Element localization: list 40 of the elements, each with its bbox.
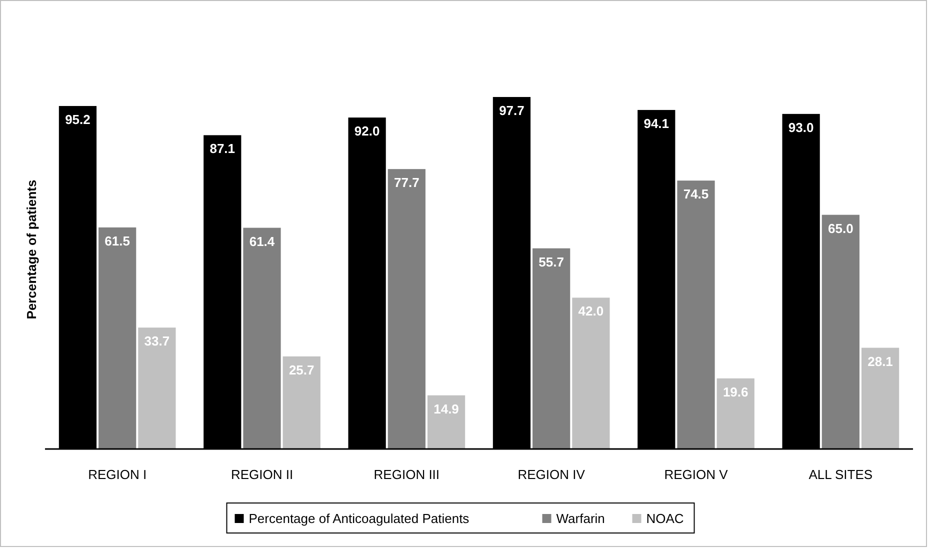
- x-tick-label: REGION II: [230, 467, 294, 482]
- data-label: 28.1: [868, 354, 893, 369]
- bar: [282, 356, 320, 449]
- bar: [98, 227, 136, 449]
- data-label: 55.7: [538, 254, 564, 270]
- data-label: 93.0: [788, 120, 814, 135]
- data-label: 87.1: [210, 141, 236, 156]
- data-label: 25.7: [288, 362, 314, 378]
- bar: [677, 180, 715, 449]
- data-label: 65.0: [828, 220, 854, 236]
- data-label: 77.7: [394, 175, 420, 190]
- x-tick-label: REGION V: [664, 467, 728, 482]
- data-label: 95.2: [65, 112, 90, 128]
- legend-label: NOAC: [646, 511, 684, 526]
- data-label: 42.0: [578, 304, 604, 319]
- data-label: 33.7: [144, 334, 170, 349]
- x-tick-label: REGION I: [88, 467, 147, 482]
- bar: [716, 378, 754, 449]
- data-label: 14.9: [434, 401, 459, 416]
- data-label: 97.7: [499, 103, 524, 118]
- bar: [572, 298, 610, 449]
- bar: [243, 228, 281, 449]
- bar: [861, 348, 900, 449]
- bar: [138, 328, 176, 449]
- bar: [388, 169, 426, 449]
- x-tick-label: ALL SITES: [808, 467, 873, 482]
- bar: [822, 214, 860, 449]
- bar: [427, 395, 466, 449]
- data-label: 61.5: [104, 233, 130, 248]
- data-label: 61.4: [249, 234, 276, 249]
- data-label: 94.1: [644, 116, 670, 131]
- x-tick-label: REGION III: [374, 467, 440, 482]
- bar: [532, 248, 570, 449]
- x-tick-label: REGION IV: [518, 467, 586, 482]
- data-label: 19.6: [722, 384, 748, 400]
- data-label: 74.5: [683, 186, 709, 202]
- data-label: 92.0: [354, 124, 380, 139]
- y-axis-title: Percentage of patients: [24, 180, 39, 320]
- legend-label: Warfarin: [556, 511, 605, 526]
- legend-label: Percentage of Anticoagulated Patients: [248, 511, 470, 526]
